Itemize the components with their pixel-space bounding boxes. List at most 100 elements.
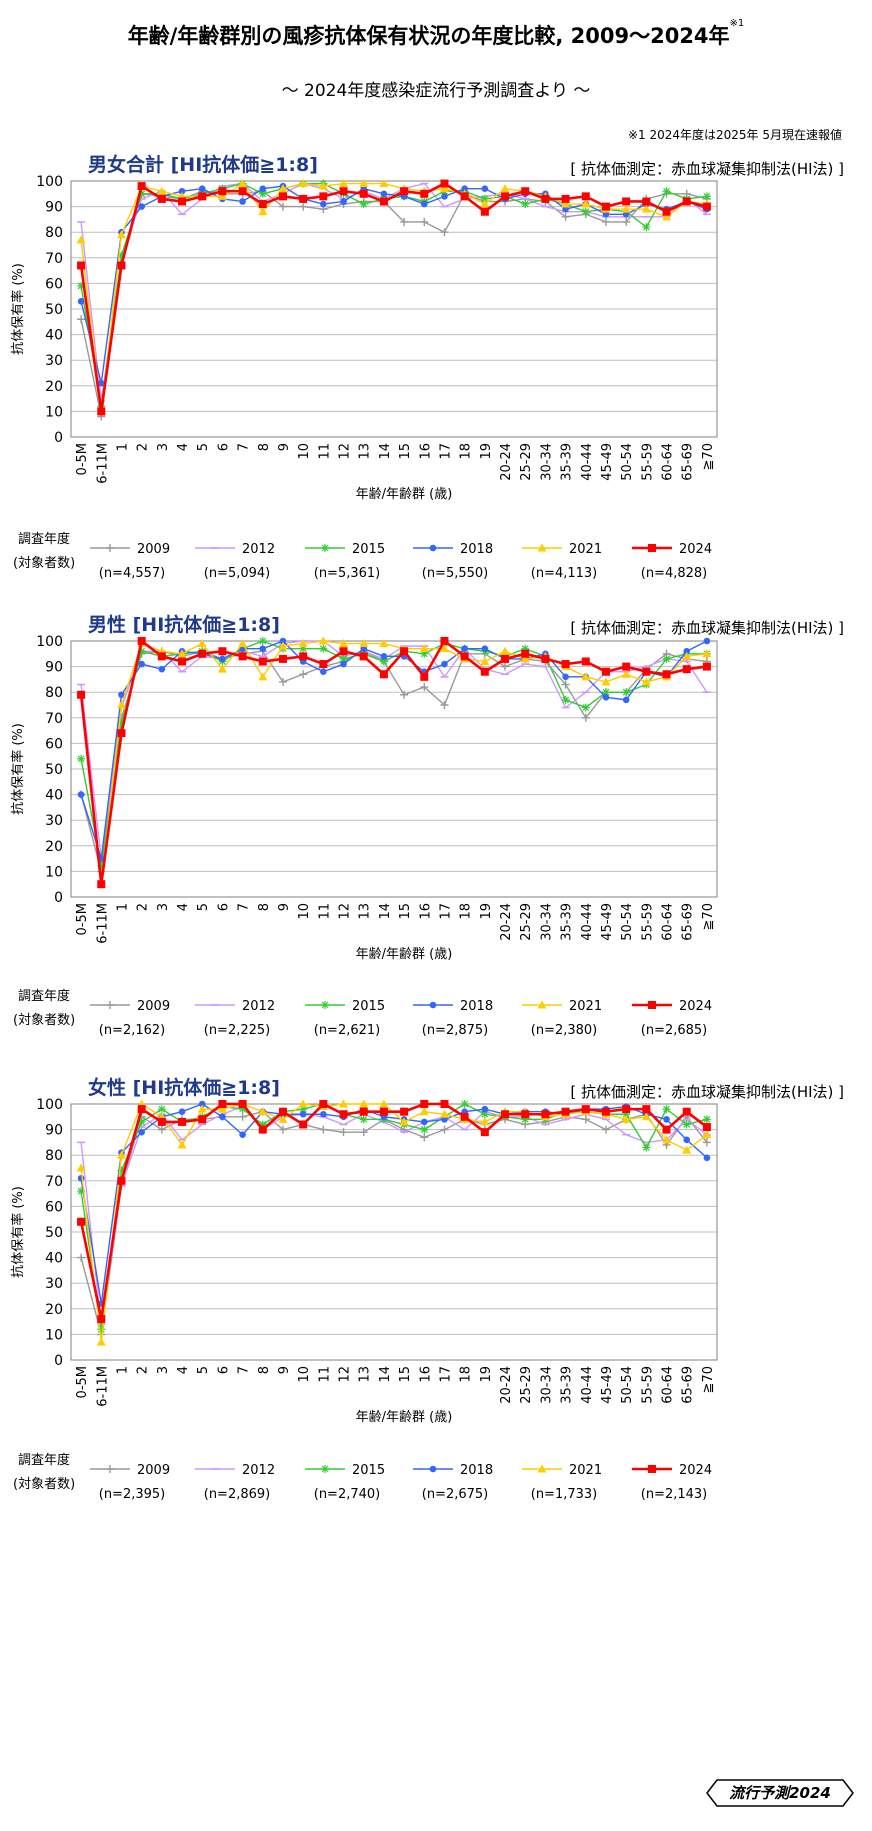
data-point-2024 — [319, 1100, 328, 1108]
data-point-2021 — [318, 636, 328, 645]
data-point-2015 — [339, 654, 348, 663]
data-point-2024 — [642, 667, 651, 676]
data-point-2021 — [500, 646, 510, 655]
data-point-2024 — [400, 1107, 409, 1116]
legend-marker-2024 — [648, 544, 656, 552]
x-tick-label: 12 — [338, 1366, 353, 1383]
x-tick-label: 18 — [459, 903, 474, 920]
data-point-2024 — [238, 652, 247, 661]
y-tick-label: 90 — [45, 660, 63, 676]
data-point-2024 — [339, 187, 348, 196]
data-point-2024 — [77, 1217, 86, 1226]
data-point-2018 — [340, 198, 347, 205]
data-point-2015 — [359, 1115, 368, 1124]
data-point-2015 — [77, 1187, 86, 1196]
data-point-2018 — [461, 645, 468, 652]
x-tick-label: 65-69 — [681, 1366, 696, 1404]
legend-count-2009: (n=2,162) — [99, 1023, 166, 1038]
data-point-2021 — [339, 639, 349, 648]
data-point-2021 — [662, 1135, 672, 1144]
y-tick-label: 70 — [45, 711, 63, 727]
data-point-2024 — [501, 654, 510, 663]
y-tick-label: 70 — [45, 1174, 63, 1190]
data-point-2018 — [138, 1128, 145, 1136]
data-point-2024 — [581, 1105, 590, 1114]
data-point-2024 — [702, 202, 711, 211]
series-line-2021 — [80, 640, 707, 885]
data-point-2021 — [641, 677, 651, 686]
data-point-2024 — [77, 261, 86, 270]
legend-marker-2009 — [106, 1465, 114, 1473]
data-point-2024 — [622, 662, 631, 671]
legend-count-2018: (n=2,675) — [422, 1487, 489, 1502]
data-point-2009 — [501, 662, 510, 671]
data-point-2021 — [702, 649, 712, 658]
data-point-2024 — [238, 187, 247, 196]
y-tick-label: 60 — [45, 276, 63, 292]
data-point-2021 — [177, 1140, 187, 1149]
data-point-2018 — [380, 190, 388, 198]
data-point-2024 — [480, 207, 489, 216]
x-tick-label: 10 — [297, 903, 312, 920]
data-point-2009 — [420, 1133, 429, 1142]
data-point-2024 — [662, 1125, 671, 1134]
legend-marker-2015 — [321, 1001, 329, 1009]
y-tick-label: 30 — [45, 353, 63, 369]
data-point-2021 — [581, 672, 591, 681]
data-point-2015 — [521, 644, 530, 653]
title-footnote-mark: ※1 — [729, 18, 745, 29]
plot-frame — [70, 180, 718, 438]
data-point-2018 — [340, 660, 347, 668]
data-point-2021 — [439, 1109, 449, 1118]
data-point-2009 — [359, 1128, 368, 1137]
series-line-2015 — [80, 1103, 708, 1330]
y-tick-label: 60 — [45, 736, 63, 752]
data-point-2024 — [561, 194, 570, 203]
data-point-2018 — [77, 298, 85, 305]
data-point-2018 — [380, 653, 388, 660]
data-point-2015 — [77, 281, 86, 290]
legend-marker-2015 — [321, 1465, 329, 1473]
x-tick-label: 11 — [317, 903, 332, 920]
data-point-2024 — [702, 1123, 711, 1132]
legend-label-2021: 2021 — [569, 999, 602, 1014]
x-tick-label: 1 — [115, 443, 130, 451]
legend-count-2015: (n=2,621) — [314, 1023, 381, 1038]
legend-subheading: (対象者数) — [13, 1477, 75, 1492]
data-point-2024 — [682, 197, 691, 206]
data-point-2021 — [339, 1099, 349, 1108]
panel-title-male: 男性 [HI抗体価≧1:8] — [88, 614, 280, 636]
data-point-2009 — [77, 1253, 86, 1262]
x-tick-label: 6-11M — [95, 903, 110, 944]
x-tick-label: 6 — [216, 1366, 231, 1374]
data-point-2024 — [581, 192, 590, 201]
data-point-2021 — [157, 186, 167, 195]
data-point-2021 — [561, 199, 571, 208]
data-point-2024 — [258, 1125, 267, 1134]
data-point-2018 — [320, 668, 327, 676]
x-tick-label: 25-29 — [519, 1366, 534, 1404]
data-point-2024 — [278, 1107, 287, 1116]
data-point-2018 — [97, 379, 105, 387]
legend-label-2009: 2009 — [137, 542, 170, 557]
data-point-2024 — [622, 1105, 631, 1114]
x-tick-label: 55-59 — [640, 1366, 655, 1404]
data-point-2024 — [460, 192, 469, 201]
legend-marker-2018 — [429, 1465, 437, 1473]
data-point-2015 — [622, 1110, 631, 1119]
data-point-2009 — [157, 1125, 166, 1134]
data-point-2021 — [258, 207, 268, 216]
y-tick-label: 50 — [45, 1225, 63, 1241]
data-point-2015 — [97, 862, 106, 871]
data-point-2018 — [320, 1110, 327, 1118]
data-point-2024 — [198, 649, 207, 658]
y-tick-label: 90 — [45, 1123, 63, 1139]
x-tick-label: 9 — [277, 1366, 292, 1374]
x-tick-label: 8 — [257, 443, 272, 451]
data-point-2021 — [197, 639, 207, 648]
data-point-2009 — [299, 670, 308, 679]
data-point-2024 — [420, 189, 429, 198]
legend-label-2021: 2021 — [569, 542, 602, 557]
data-point-2024 — [258, 657, 267, 666]
y-tick-label: 40 — [45, 1251, 63, 1267]
